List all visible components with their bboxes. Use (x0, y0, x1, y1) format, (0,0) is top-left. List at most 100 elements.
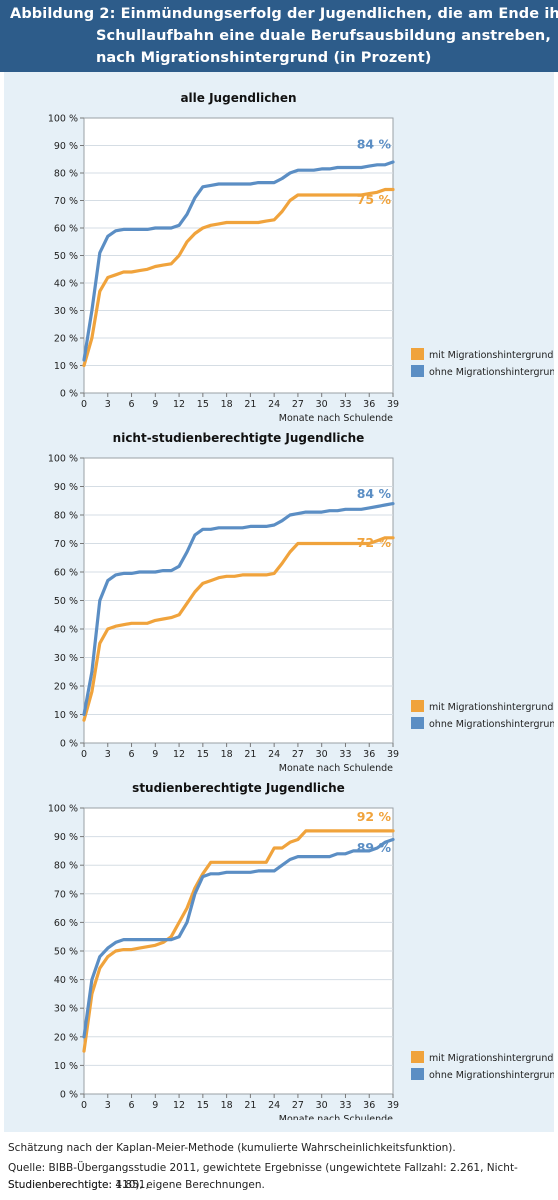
y-tick-label: 30 % (54, 653, 78, 664)
x-tick-label: 24 (268, 749, 280, 760)
y-tick-label: 40 % (54, 625, 78, 636)
y-tick-label: 10 % (54, 361, 78, 372)
x-tick-label: 3 (105, 1100, 111, 1111)
y-tick-label: 50 % (54, 947, 78, 958)
legend-label-mit: mit Migrationshintergrund (429, 1053, 553, 1064)
x-tick-label: 21 (244, 1100, 256, 1111)
figure-title-line-1: Abbildung 2: Einmündungserfolg der Jugen… (10, 6, 558, 22)
y-tick-label: 100 % (48, 804, 78, 815)
x-tick-label: 27 (292, 749, 304, 760)
legend-label-mit: mit Migrationshintergrund (429, 350, 553, 361)
y-tick-label: 80 % (54, 861, 78, 872)
y-tick-label: 60 % (54, 918, 78, 929)
x-tick-label: 30 (316, 749, 328, 760)
legend-label-ohne: ohne Migrationshintergrund (429, 367, 554, 378)
x-axis-label: Monate nach Schulende (279, 1114, 393, 1120)
x-tick-label: 0 (81, 749, 87, 760)
x-tick-label: 12 (173, 749, 185, 760)
x-tick-label: 15 (197, 399, 209, 410)
x-tick-label: 12 (173, 1100, 185, 1111)
x-axis-label: Monate nach Schulende (279, 413, 393, 424)
series-line-ohne (82, 160, 395, 362)
y-tick-label: 70 % (54, 196, 78, 207)
footnote-source-continued: Studienberechtigte: 410), eigene Berechn… (8, 1179, 265, 1191)
x-tick-label: 15 (197, 749, 209, 760)
x-tick-label: 21 (244, 749, 256, 760)
legend-label-ohne: ohne Migrationshintergrund (429, 1070, 554, 1081)
y-tick-label: 20 % (54, 334, 78, 345)
y-tick-label: 100 % (48, 114, 78, 125)
x-tick-label: 6 (129, 749, 135, 760)
series-line-mit (82, 829, 395, 1053)
x-tick-label: 15 (197, 1100, 209, 1111)
y-tick-label: 10 % (54, 710, 78, 721)
x-axis-label: Monate nach Schulende (279, 763, 393, 774)
figure-header: Abbildung 2: Einmündungserfolg der Jugen… (0, 0, 558, 72)
x-tick-label: 39 (387, 749, 399, 760)
x-tick-label: 21 (244, 399, 256, 410)
chart-title: studienberechtigte Jugendliche (132, 781, 345, 795)
y-tick-label: 40 % (54, 975, 78, 986)
figure-title-line-2: Schullaufbahn eine duale Berufsausbildun… (96, 28, 551, 44)
y-tick-label: 90 % (54, 832, 78, 843)
x-tick-label: 3 (105, 749, 111, 760)
x-tick-label: 36 (363, 749, 375, 760)
chart-title: nicht-studienberechtigte Jugendliche (113, 431, 365, 445)
x-tick-label: 30 (316, 1100, 328, 1111)
x-tick-label: 30 (316, 399, 328, 410)
x-tick-label: 9 (152, 749, 158, 760)
legend-swatch-mit (411, 700, 424, 712)
x-tick-label: 24 (268, 399, 280, 410)
x-tick-label: 27 (292, 399, 304, 410)
x-tick-label: 9 (152, 399, 158, 410)
series-line-ohne (82, 837, 395, 1039)
x-tick-label: 36 (363, 1100, 375, 1111)
y-tick-label: 90 % (54, 482, 78, 493)
legend-swatch-mit (411, 1051, 424, 1063)
x-tick-label: 33 (339, 399, 351, 410)
y-tick-label: 90 % (54, 141, 78, 152)
y-tick-label: 40 % (54, 279, 78, 290)
x-tick-label: 6 (129, 399, 135, 410)
y-tick-label: 70 % (54, 539, 78, 550)
legend-swatch-ohne (411, 365, 424, 377)
end-value-label-ohne: 89 % (357, 840, 392, 855)
end-value-label-mit: 92 % (357, 809, 392, 824)
legend-label-mit: mit Migrationshintergrund (429, 702, 553, 713)
legend-swatch-ohne (411, 1068, 424, 1080)
footnote-method: Schätzung nach der Kaplan-Meier-Methode … (8, 1142, 456, 1154)
x-tick-label: 3 (105, 399, 111, 410)
chart-nicht-studienberechtigte: nicht-studienberechtigte Jugendliche 0 % 1… (48, 431, 554, 774)
y-tick-label: 30 % (54, 1004, 78, 1015)
y-tick-label: 60 % (54, 568, 78, 579)
x-tick-label: 12 (173, 399, 185, 410)
x-tick-label: 27 (292, 1100, 304, 1111)
y-tick-label: 20 % (54, 1032, 78, 1043)
x-tick-label: 39 (387, 399, 399, 410)
x-tick-label: 0 (81, 1100, 87, 1111)
x-tick-label: 24 (268, 1100, 280, 1111)
x-tick-label: 0 (81, 399, 87, 410)
y-tick-label: 60 % (54, 224, 78, 235)
chart-title: alle Jugendlichen (180, 91, 296, 105)
x-tick-label: 9 (152, 1100, 158, 1111)
legend-swatch-mit (411, 348, 424, 360)
y-tick-label: 80 % (54, 169, 78, 180)
y-tick-label: 50 % (54, 596, 78, 607)
x-tick-label: 6 (129, 1100, 135, 1111)
x-tick-label: 18 (221, 399, 233, 410)
x-tick-label: 36 (363, 399, 375, 410)
y-tick-label: 20 % (54, 682, 78, 693)
x-tick-label: 18 (221, 1100, 233, 1111)
x-tick-label: 33 (339, 1100, 351, 1111)
y-tick-label: 0 % (60, 739, 78, 750)
series-line-ohne (82, 501, 395, 717)
end-value-label-mit: 75 % (357, 192, 392, 207)
x-tick-label: 18 (221, 749, 233, 760)
y-tick-label: 30 % (54, 306, 78, 317)
end-value-label-mit: 72 % (357, 535, 392, 550)
y-tick-label: 10 % (54, 1061, 78, 1072)
y-tick-label: 50 % (54, 251, 78, 262)
y-tick-label: 80 % (54, 511, 78, 522)
y-tick-label: 70 % (54, 889, 78, 900)
